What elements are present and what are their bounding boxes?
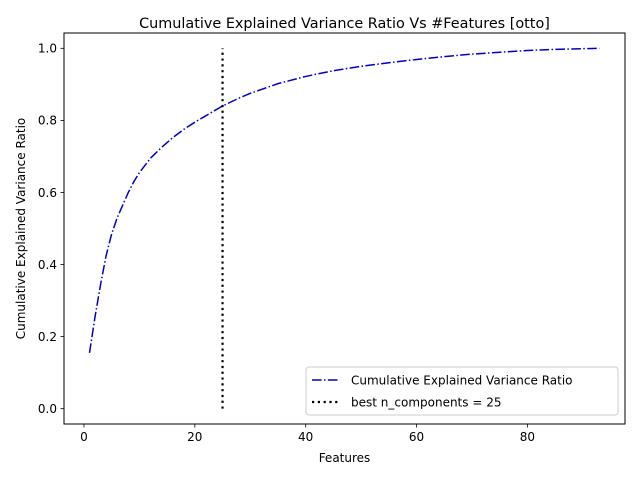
y-tick-label: 0.8 — [38, 114, 57, 128]
x-tick-label: 60 — [409, 430, 424, 444]
y-tick-label: 0.0 — [38, 402, 57, 416]
plot-frame — [63, 32, 626, 425]
legend-label-vline: best n_components = 25 — [351, 396, 501, 410]
x-axis-ticks: 0 20 40 60 80 — [80, 424, 535, 444]
y-tick-label: 1.0 — [38, 42, 57, 56]
y-axis-ticks: 0.0 0.2 0.4 0.6 0.8 1.0 — [38, 42, 64, 416]
x-tick-label: 40 — [298, 430, 313, 444]
plot-area — [88, 47, 600, 409]
x-tick-label: 0 — [80, 430, 88, 444]
x-axis-label: Features — [319, 451, 371, 465]
legend-box — [305, 366, 619, 416]
legend-label-curve: Cumulative Explained Variance Ratio — [351, 374, 573, 388]
legend: Cumulative Explained Variance Ratio best… — [305, 366, 619, 416]
chart-title: Cumulative Explained Variance Ratio Vs #… — [139, 16, 550, 32]
x-tick-label: 20 — [187, 430, 202, 444]
y-tick-label: 0.2 — [38, 330, 57, 344]
series-line-cumulative-variance — [88, 47, 600, 353]
x-tick-label: 80 — [520, 430, 535, 444]
y-axis-label: Cumulative Explained Variance Ratio — [14, 118, 28, 340]
y-tick-label: 0.4 — [38, 258, 57, 272]
y-tick-label: 0.6 — [38, 186, 57, 200]
